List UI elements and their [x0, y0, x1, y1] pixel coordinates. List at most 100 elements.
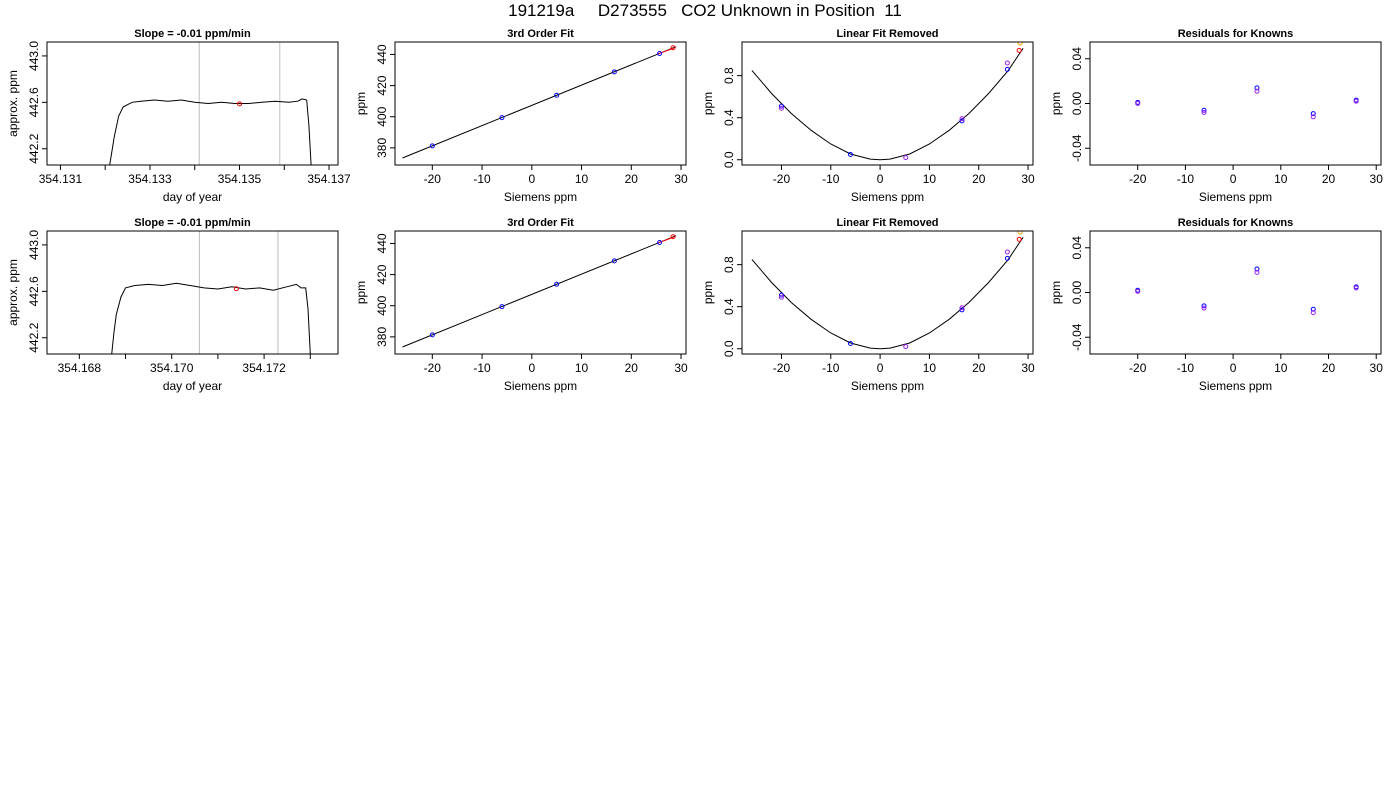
data-point [1201, 109, 1207, 115]
x-tick-label: 0 [1230, 361, 1237, 375]
data-point [1017, 231, 1023, 235]
panel-r1-resid: Residuals for Knowns -20 -10 0 10 20 30 Siemens… [1049, 28, 1383, 204]
data-point [1254, 266, 1260, 272]
panel-title: 3rd Order Fit [507, 217, 574, 229]
y-tick-label: 440 [375, 233, 389, 253]
data-point [1310, 310, 1316, 316]
x-tick-label: -10 [473, 172, 491, 186]
data-point [429, 143, 435, 149]
x-tick-label: -20 [773, 361, 791, 375]
data-point [1201, 303, 1207, 309]
x-tick-label: 30 [1021, 172, 1035, 186]
x-tick-label: 20 [972, 172, 986, 186]
x-tick-label: -10 [1177, 172, 1195, 186]
y-tick-label: 0.8 [722, 67, 736, 84]
plot-region [751, 42, 1024, 161]
y-tick-label: 0.0 [722, 340, 736, 357]
data-point [1004, 255, 1010, 261]
panel-title: Residuals for Knowns [1178, 217, 1294, 229]
data-point [1004, 66, 1010, 72]
y-tick-label: 0.04 [1070, 236, 1084, 260]
x-tick-label: -20 [1129, 361, 1147, 375]
data-point [670, 45, 676, 51]
trace-line [111, 282, 311, 354]
y-tick-label: 0.0 [722, 151, 736, 168]
data-point [1201, 305, 1207, 311]
data-point [670, 234, 676, 240]
x-tick-label: 30 [674, 172, 688, 186]
y-axis-label: ppm [701, 92, 715, 115]
x-axis-label: day of year [163, 379, 222, 393]
plot-frame [46, 230, 339, 355]
x-tick-label: 20 [625, 172, 639, 186]
y-tick-label: 0.4 [722, 298, 736, 315]
data-point [778, 103, 784, 109]
fit-curve [751, 237, 1024, 350]
x-tick-label: 0 [528, 172, 535, 186]
y-axis-label: ppm [1049, 92, 1063, 115]
y-tick-label: 420 [375, 75, 389, 95]
y-axis-label: ppm [1049, 281, 1063, 304]
data-point [1353, 98, 1359, 104]
plot-region [1135, 266, 1359, 316]
fit-curve [751, 48, 1024, 161]
x-tick-label: 30 [1021, 361, 1035, 375]
y-tick-label: 442.6 [27, 276, 41, 306]
panel-title: Slope = -0.01 ppm/min [134, 28, 251, 40]
x-tick-label: 354.133 [128, 172, 172, 186]
x-axis-label: Siemens ppm [504, 190, 577, 204]
x-tick-label: 20 [1322, 172, 1336, 186]
data-point [1135, 288, 1141, 294]
plot-region [1135, 85, 1359, 120]
panel-title: Linear Fit Removed [836, 217, 938, 229]
x-tick-label: 10 [575, 361, 589, 375]
y-tick-label: 420 [375, 264, 389, 284]
x-tick-label: -10 [822, 361, 840, 375]
x-tick-label: 10 [1274, 172, 1288, 186]
x-axis-label: day of year [163, 190, 222, 204]
data-point [657, 240, 663, 246]
plot-region [111, 231, 311, 354]
data-point [848, 151, 854, 157]
panel-r1-trace: Slope = -0.01 ppm/min 354.131 354.133 354.1… [6, 28, 351, 204]
data-point [657, 51, 663, 57]
panel-title: Linear Fit Removed [836, 28, 938, 40]
data-point [499, 115, 505, 121]
y-tick-label: 443.0 [27, 41, 41, 71]
x-tick-label: 10 [1274, 361, 1288, 375]
data-point [1016, 47, 1022, 53]
y-tick-label: -0.04 [1070, 134, 1084, 162]
plot-frame [741, 41, 1034, 166]
plot-region [751, 231, 1024, 350]
plot-region [402, 234, 677, 348]
x-tick-label: -20 [424, 361, 442, 375]
panel-r2-trace: Slope = -0.01 ppm/min 354.168 354.170 354.1… [6, 217, 339, 393]
x-tick-label: 354.137 [307, 172, 351, 186]
mean-marker [233, 286, 239, 292]
plot-frame [741, 230, 1034, 355]
panel-title: Slope = -0.01 ppm/min [134, 217, 251, 229]
data-point [778, 292, 784, 298]
data-point [959, 305, 965, 311]
x-tick-label: 20 [972, 361, 986, 375]
x-tick-label: 354.170 [150, 361, 194, 375]
y-tick-label: 400 [375, 295, 389, 315]
data-point [959, 307, 965, 313]
y-tick-label: 442.2 [27, 322, 41, 352]
x-tick-label: 20 [1322, 361, 1336, 375]
x-tick-label: -20 [424, 172, 442, 186]
plot-frame [1089, 230, 1382, 355]
data-point [429, 332, 435, 338]
data-point [959, 116, 965, 122]
y-axis-label: ppm [354, 281, 368, 304]
panel-r1-fit: 3rd Order Fit -20 -10 0 10 20 30 Siemens ppm 380… [354, 28, 688, 204]
data-point [1310, 111, 1316, 117]
data-point [1254, 269, 1260, 275]
data-point [1004, 249, 1010, 255]
plot-region [109, 42, 312, 165]
x-tick-label: 20 [625, 361, 639, 375]
y-tick-label: 0.00 [1070, 280, 1084, 304]
y-tick-label: 400 [375, 106, 389, 126]
y-axis-label: approx. ppm [6, 70, 20, 137]
